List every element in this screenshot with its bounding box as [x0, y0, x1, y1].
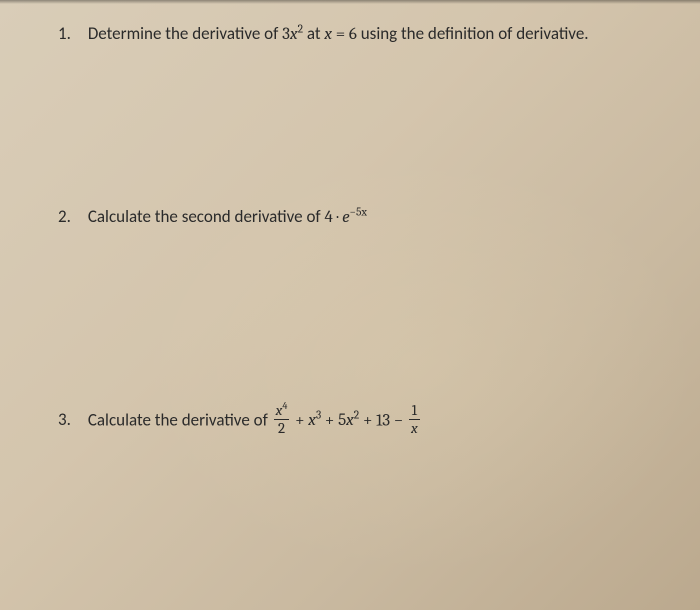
expr-4e-5x: 4 · e−5x [324, 208, 367, 227]
coef: 3 [282, 25, 290, 44]
problem-text-lead: Calculate the second derivative of [88, 206, 325, 227]
plus-op: + [291, 411, 308, 430]
term-x3: x3 [308, 411, 321, 430]
problem-text-lead: Calculate the derivative of [88, 409, 272, 430]
frac-num: x4 [274, 403, 290, 419]
frac-num: 1 [409, 403, 420, 419]
problem-number: 2. [58, 205, 84, 229]
expr-3x2: 3x2 [282, 25, 303, 44]
term-5x2: 5x2 [338, 411, 359, 430]
coef-5: 5 [338, 411, 346, 430]
problem-text-trail: using the definition of derivative. [357, 23, 589, 44]
problem-text-mid: at [303, 23, 324, 44]
var-x: x [308, 411, 316, 430]
var-x: x [346, 411, 354, 430]
coef-4: 4 [324, 208, 332, 227]
problem-2: 2. Calculate the second derivative of 4 … [58, 205, 660, 230]
equals: = [332, 25, 349, 44]
frac-den: x [409, 419, 420, 436]
problem-text-lead: Determine the derivative of [88, 23, 282, 44]
worksheet-page: 1. Determine the derivative of 3x2 at x … [0, 0, 700, 610]
problem-number: 1. [58, 22, 84, 46]
pow-4: 4 [282, 400, 287, 412]
e-base: e [342, 208, 349, 227]
frac-x4-over-2: x42 [274, 403, 290, 436]
frac-den: 2 [274, 419, 290, 436]
problem-1: 1. Determine the derivative of 3x2 at x … [58, 22, 660, 47]
var-x-at: x [324, 25, 332, 44]
const-13: 13 [376, 411, 390, 430]
plus-op: + [359, 411, 376, 430]
val-6: 6 [349, 25, 357, 44]
minus-op: − [390, 411, 407, 430]
var-x: x [290, 25, 298, 44]
plus-op: + [321, 411, 338, 430]
exp-text: −5x [350, 205, 367, 218]
problem-3: 3. Calculate the derivative of x42 + x3 … [58, 405, 660, 438]
frac-1-over-x: 1x [409, 403, 420, 436]
problem-number: 3. [58, 408, 84, 432]
exp-neg5x: −5x [350, 205, 367, 218]
dot-op: · [333, 208, 342, 227]
